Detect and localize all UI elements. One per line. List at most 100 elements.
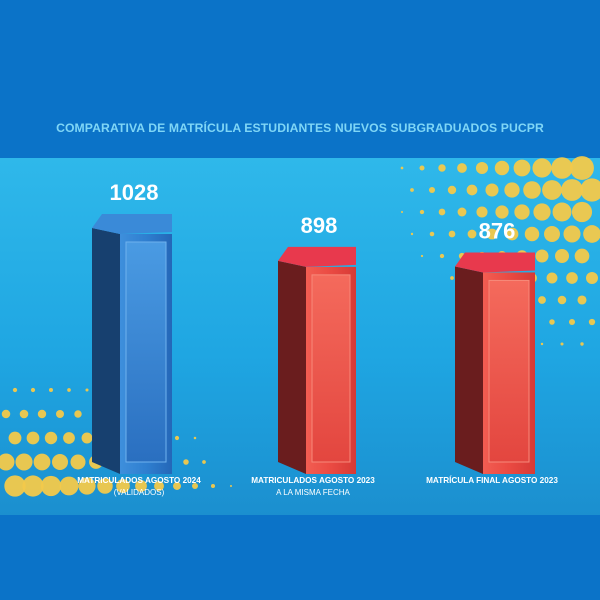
- dot: [12, 387, 18, 393]
- dot: [67, 388, 71, 392]
- value-label: 898: [301, 213, 338, 238]
- bar-side: [278, 260, 306, 474]
- dot: [514, 204, 530, 220]
- bar-top: [278, 246, 356, 267]
- dot: [570, 156, 594, 180]
- dot: [586, 272, 598, 284]
- dot: [563, 225, 581, 243]
- dot: [542, 180, 562, 200]
- dot: [48, 387, 54, 393]
- dot: [549, 319, 555, 325]
- dot: [532, 158, 552, 178]
- dot: [410, 188, 414, 192]
- dot: [40, 475, 62, 497]
- dot: [4, 475, 26, 497]
- dot: [78, 477, 96, 495]
- dot: [505, 227, 519, 241]
- dot: [97, 478, 113, 494]
- dot: [447, 185, 457, 195]
- dot: [30, 387, 36, 393]
- category-label: MATRÍCULA FINAL AGOSTO 2023: [426, 475, 558, 485]
- bar-top: [455, 252, 535, 273]
- dot: [552, 202, 572, 222]
- dot: [557, 295, 567, 305]
- bar-side: [92, 228, 120, 474]
- dot: [546, 272, 558, 284]
- category-label: (VALIDADOS): [114, 488, 165, 497]
- dot: [524, 226, 540, 242]
- category-label: MATRICULADOS AGOSTO 2024: [77, 476, 201, 485]
- dot: [583, 225, 600, 243]
- dot: [475, 161, 489, 175]
- dot: [26, 431, 40, 445]
- bottom-band: [0, 515, 600, 600]
- dot: [174, 435, 180, 441]
- dot: [560, 342, 564, 346]
- dot: [419, 165, 425, 171]
- dot: [450, 276, 454, 280]
- dot: [420, 254, 424, 258]
- bar-top: [92, 214, 172, 234]
- dot: [400, 210, 404, 214]
- dot: [554, 248, 570, 264]
- dot: [439, 253, 445, 259]
- dot: [538, 296, 546, 304]
- dot: [513, 159, 531, 177]
- dot: [173, 482, 181, 490]
- dot: [429, 231, 435, 237]
- dot: [400, 166, 404, 170]
- category-label: A LA MISMA FECHA: [276, 488, 350, 497]
- category-label: MATRICULADOS AGOSTO 2023: [251, 476, 375, 485]
- dot: [19, 409, 29, 419]
- bar-3: [455, 252, 535, 474]
- dot: [202, 460, 206, 464]
- dot: [59, 476, 79, 496]
- dot: [410, 232, 414, 236]
- dot: [561, 179, 583, 201]
- dot: [183, 459, 189, 465]
- dot: [457, 207, 467, 217]
- dot: [55, 409, 65, 419]
- dot: [22, 475, 44, 497]
- dot: [191, 482, 199, 490]
- dot: [577, 295, 587, 305]
- dot: [457, 163, 467, 173]
- dot: [81, 432, 93, 444]
- bar-2: [278, 246, 356, 474]
- chart-title: COMPARATIVA DE MATRÍCULA ESTUDIANTES NUE…: [56, 121, 544, 135]
- dot: [1, 409, 11, 419]
- dot: [0, 453, 15, 471]
- dot: [476, 206, 488, 218]
- dot: [551, 157, 573, 179]
- dot: [438, 208, 446, 216]
- dot: [74, 410, 82, 418]
- dot: [523, 181, 541, 199]
- dot: [428, 186, 436, 194]
- dot: [535, 249, 549, 263]
- dot: [210, 483, 216, 489]
- dot: [588, 318, 596, 326]
- bar-1: [92, 214, 172, 474]
- bar-bevel: [311, 274, 351, 463]
- dot: [504, 182, 520, 198]
- halftone-dots: [0, 156, 600, 497]
- bar-bevel: [488, 279, 530, 463]
- dot: [466, 184, 478, 196]
- dot: [568, 318, 576, 326]
- value-label: 1028: [110, 180, 159, 205]
- dot: [580, 342, 584, 346]
- value-label: 876: [479, 218, 516, 243]
- dot: [533, 203, 551, 221]
- top-band: [0, 0, 600, 158]
- dot: [571, 201, 593, 223]
- dot: [15, 453, 33, 471]
- dot: [494, 160, 510, 176]
- dot: [154, 481, 164, 491]
- dot: [544, 226, 560, 242]
- dot: [486, 228, 498, 240]
- dot: [44, 431, 58, 445]
- dot: [37, 409, 47, 419]
- dot: [116, 479, 130, 493]
